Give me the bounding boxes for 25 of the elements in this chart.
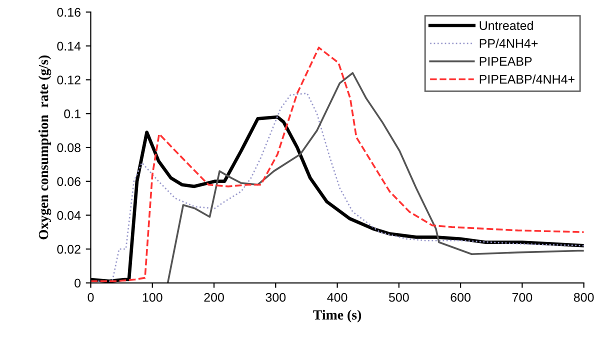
x-axis-title: Time (s) xyxy=(313,310,362,322)
x-tick-label: 700 xyxy=(512,292,532,302)
y-tick-label: 0.08 xyxy=(57,143,80,152)
y-tick-label: 0.04 xyxy=(57,210,81,220)
x-tick-label: 800 xyxy=(574,292,594,302)
x-tick-label: 300 xyxy=(266,292,286,302)
legend-label: Untreated xyxy=(480,20,533,30)
y-tick-label: 0.06 xyxy=(57,177,80,186)
legend-label: PIPEABP xyxy=(480,57,532,66)
x-tick-label: 400 xyxy=(327,292,348,302)
legend-label: PP/4NH4+ xyxy=(480,38,538,48)
x-tick-label: 500 xyxy=(388,292,409,302)
y-tick-label: 0 xyxy=(74,278,81,288)
y-tick-label: 0.02 xyxy=(57,244,80,254)
legend-label: PIPEABP/4NH4+ xyxy=(480,74,574,84)
y-tick-label: 0.1 xyxy=(64,109,80,118)
x-tick-label: 100 xyxy=(142,292,162,302)
y-tick-label: 0.16 xyxy=(57,8,80,17)
x-tick-label: 200 xyxy=(204,292,224,302)
line-series xyxy=(166,72,584,283)
x-tick-label: 0 xyxy=(88,292,94,302)
y-axis-title: Oxygen consumption rate (g/s) xyxy=(38,56,52,240)
y-tick-label: 0.12 xyxy=(57,76,80,84)
y-tick-label: 0.14 xyxy=(57,42,81,51)
x-tick-label: 600 xyxy=(450,292,470,302)
